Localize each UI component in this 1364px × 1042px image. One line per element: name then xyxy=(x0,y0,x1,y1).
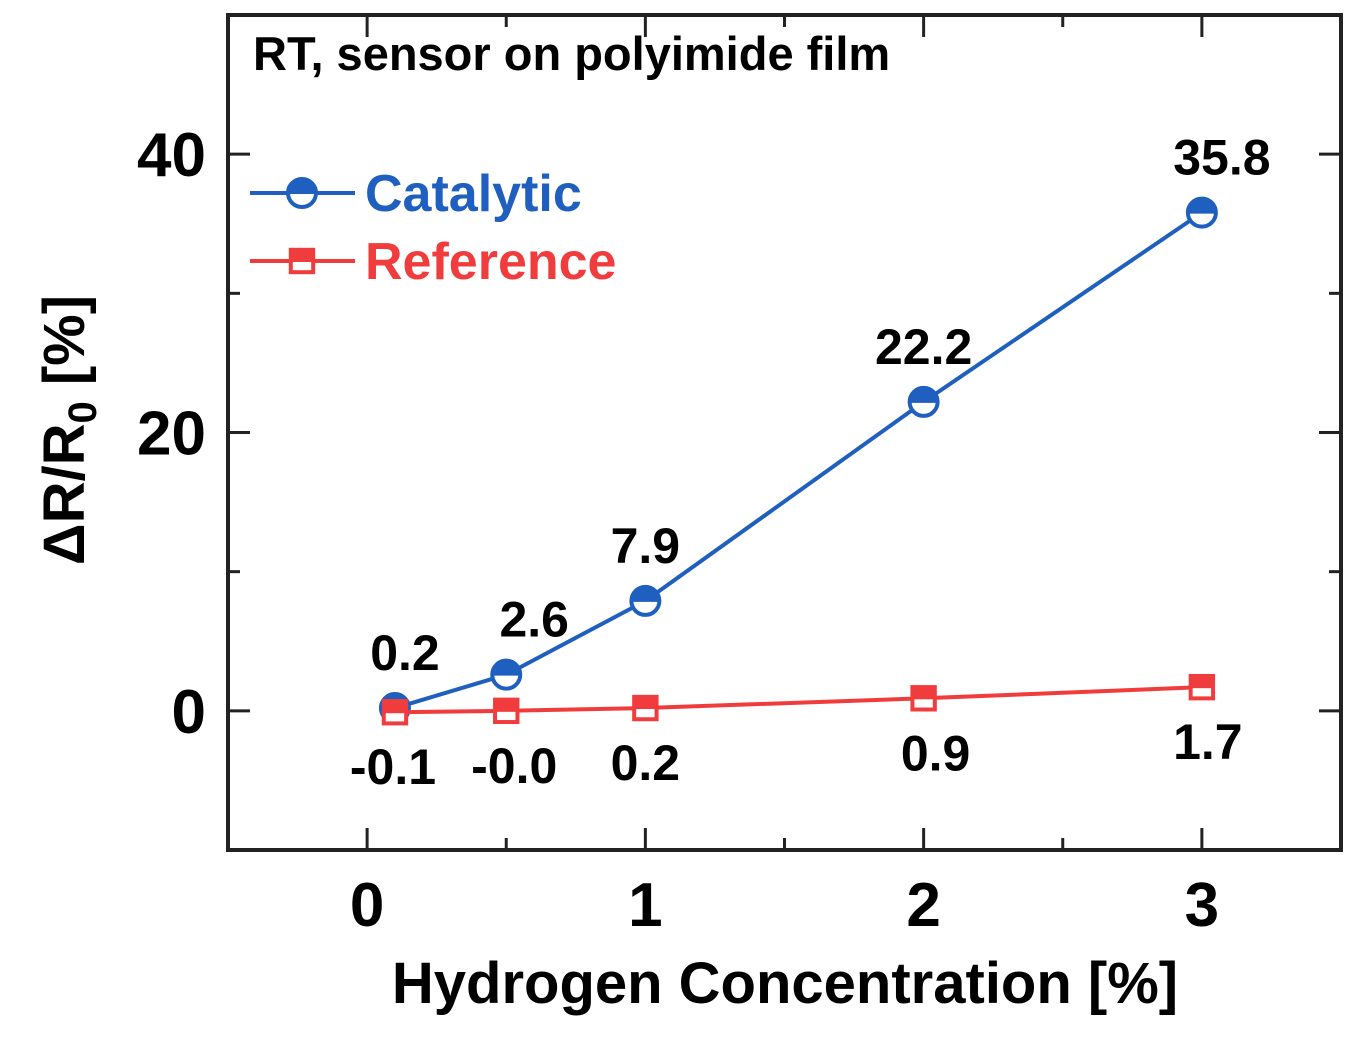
legend-label-reference: Reference xyxy=(365,233,616,291)
y-tick-label: 40 xyxy=(137,121,206,190)
data-point-reference-fill xyxy=(1189,674,1215,689)
x-tick-label: 2 xyxy=(906,871,940,940)
y-tick-label: 20 xyxy=(137,400,206,469)
y-axis-label-suffix: [%] xyxy=(32,295,97,401)
data-point-reference-fill xyxy=(633,695,658,710)
y-axis-label-subscript: 0 xyxy=(61,401,105,423)
data-label-reference: 0.9 xyxy=(901,725,971,781)
y-axis-label: ΔR/R0 [%] xyxy=(32,295,105,565)
x-axis-label: Hydrogen Concentration [%] xyxy=(392,951,1178,1016)
y-tick-label: 0 xyxy=(172,678,206,747)
minor-ticks xyxy=(228,15,1341,852)
data-point-catalytic-fill xyxy=(1186,197,1217,214)
x-tick-label: 1 xyxy=(628,871,662,940)
x-tick-labels: 0 1 2 3 xyxy=(350,871,1219,940)
data-point-reference-fill xyxy=(382,700,408,714)
series-layer xyxy=(378,196,1218,726)
data-point-catalytic-fill xyxy=(491,659,522,676)
legend: Catalytic Reference xyxy=(250,165,616,291)
data-label-catalytic: 0.2 xyxy=(370,625,440,681)
data-label-reference: -0.0 xyxy=(471,738,557,794)
y-axis-label-prefix: ΔR/R xyxy=(32,424,97,566)
data-label-catalytic: 7.9 xyxy=(611,518,681,574)
legend-marker-catalytic-fill xyxy=(286,178,318,194)
data-label-reference: -0.1 xyxy=(350,739,436,795)
annotation-text: RT, sensor on polyimide film xyxy=(253,27,890,80)
data-point-catalytic-fill xyxy=(908,386,939,403)
legend-marker-reference-fill xyxy=(289,248,315,263)
major-ticks xyxy=(228,15,1341,850)
data-point-reference-fill xyxy=(494,698,519,712)
data-label-catalytic: 2.6 xyxy=(499,592,569,648)
x-tick-label: 3 xyxy=(1185,871,1219,940)
data-labels: 0.2 2.6 7.9 22.2 35.8 -0.1 -0.0 0.2 0.9 1.7 xyxy=(350,130,1271,796)
data-label-catalytic: 22.2 xyxy=(875,319,972,375)
x-tick-label: 0 xyxy=(350,871,384,940)
y-tick-labels: 0 20 40 xyxy=(137,121,206,747)
data-point-reference-fill xyxy=(911,686,936,700)
data-point-catalytic-fill xyxy=(630,585,661,602)
data-label-reference: 1.7 xyxy=(1173,714,1243,770)
legend-label-catalytic: Catalytic xyxy=(365,165,582,223)
data-label-reference: 0.2 xyxy=(611,735,681,791)
data-label-catalytic: 35.8 xyxy=(1173,130,1270,186)
